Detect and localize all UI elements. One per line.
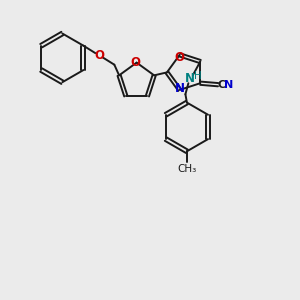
Text: O: O bbox=[130, 56, 140, 69]
Text: H: H bbox=[194, 71, 202, 81]
Text: N: N bbox=[175, 82, 185, 95]
Text: N: N bbox=[224, 80, 233, 90]
Text: O: O bbox=[94, 49, 104, 62]
Text: O: O bbox=[175, 51, 185, 64]
Text: CH₃: CH₃ bbox=[177, 164, 196, 173]
Text: C: C bbox=[218, 80, 226, 90]
Text: N: N bbox=[185, 72, 195, 85]
